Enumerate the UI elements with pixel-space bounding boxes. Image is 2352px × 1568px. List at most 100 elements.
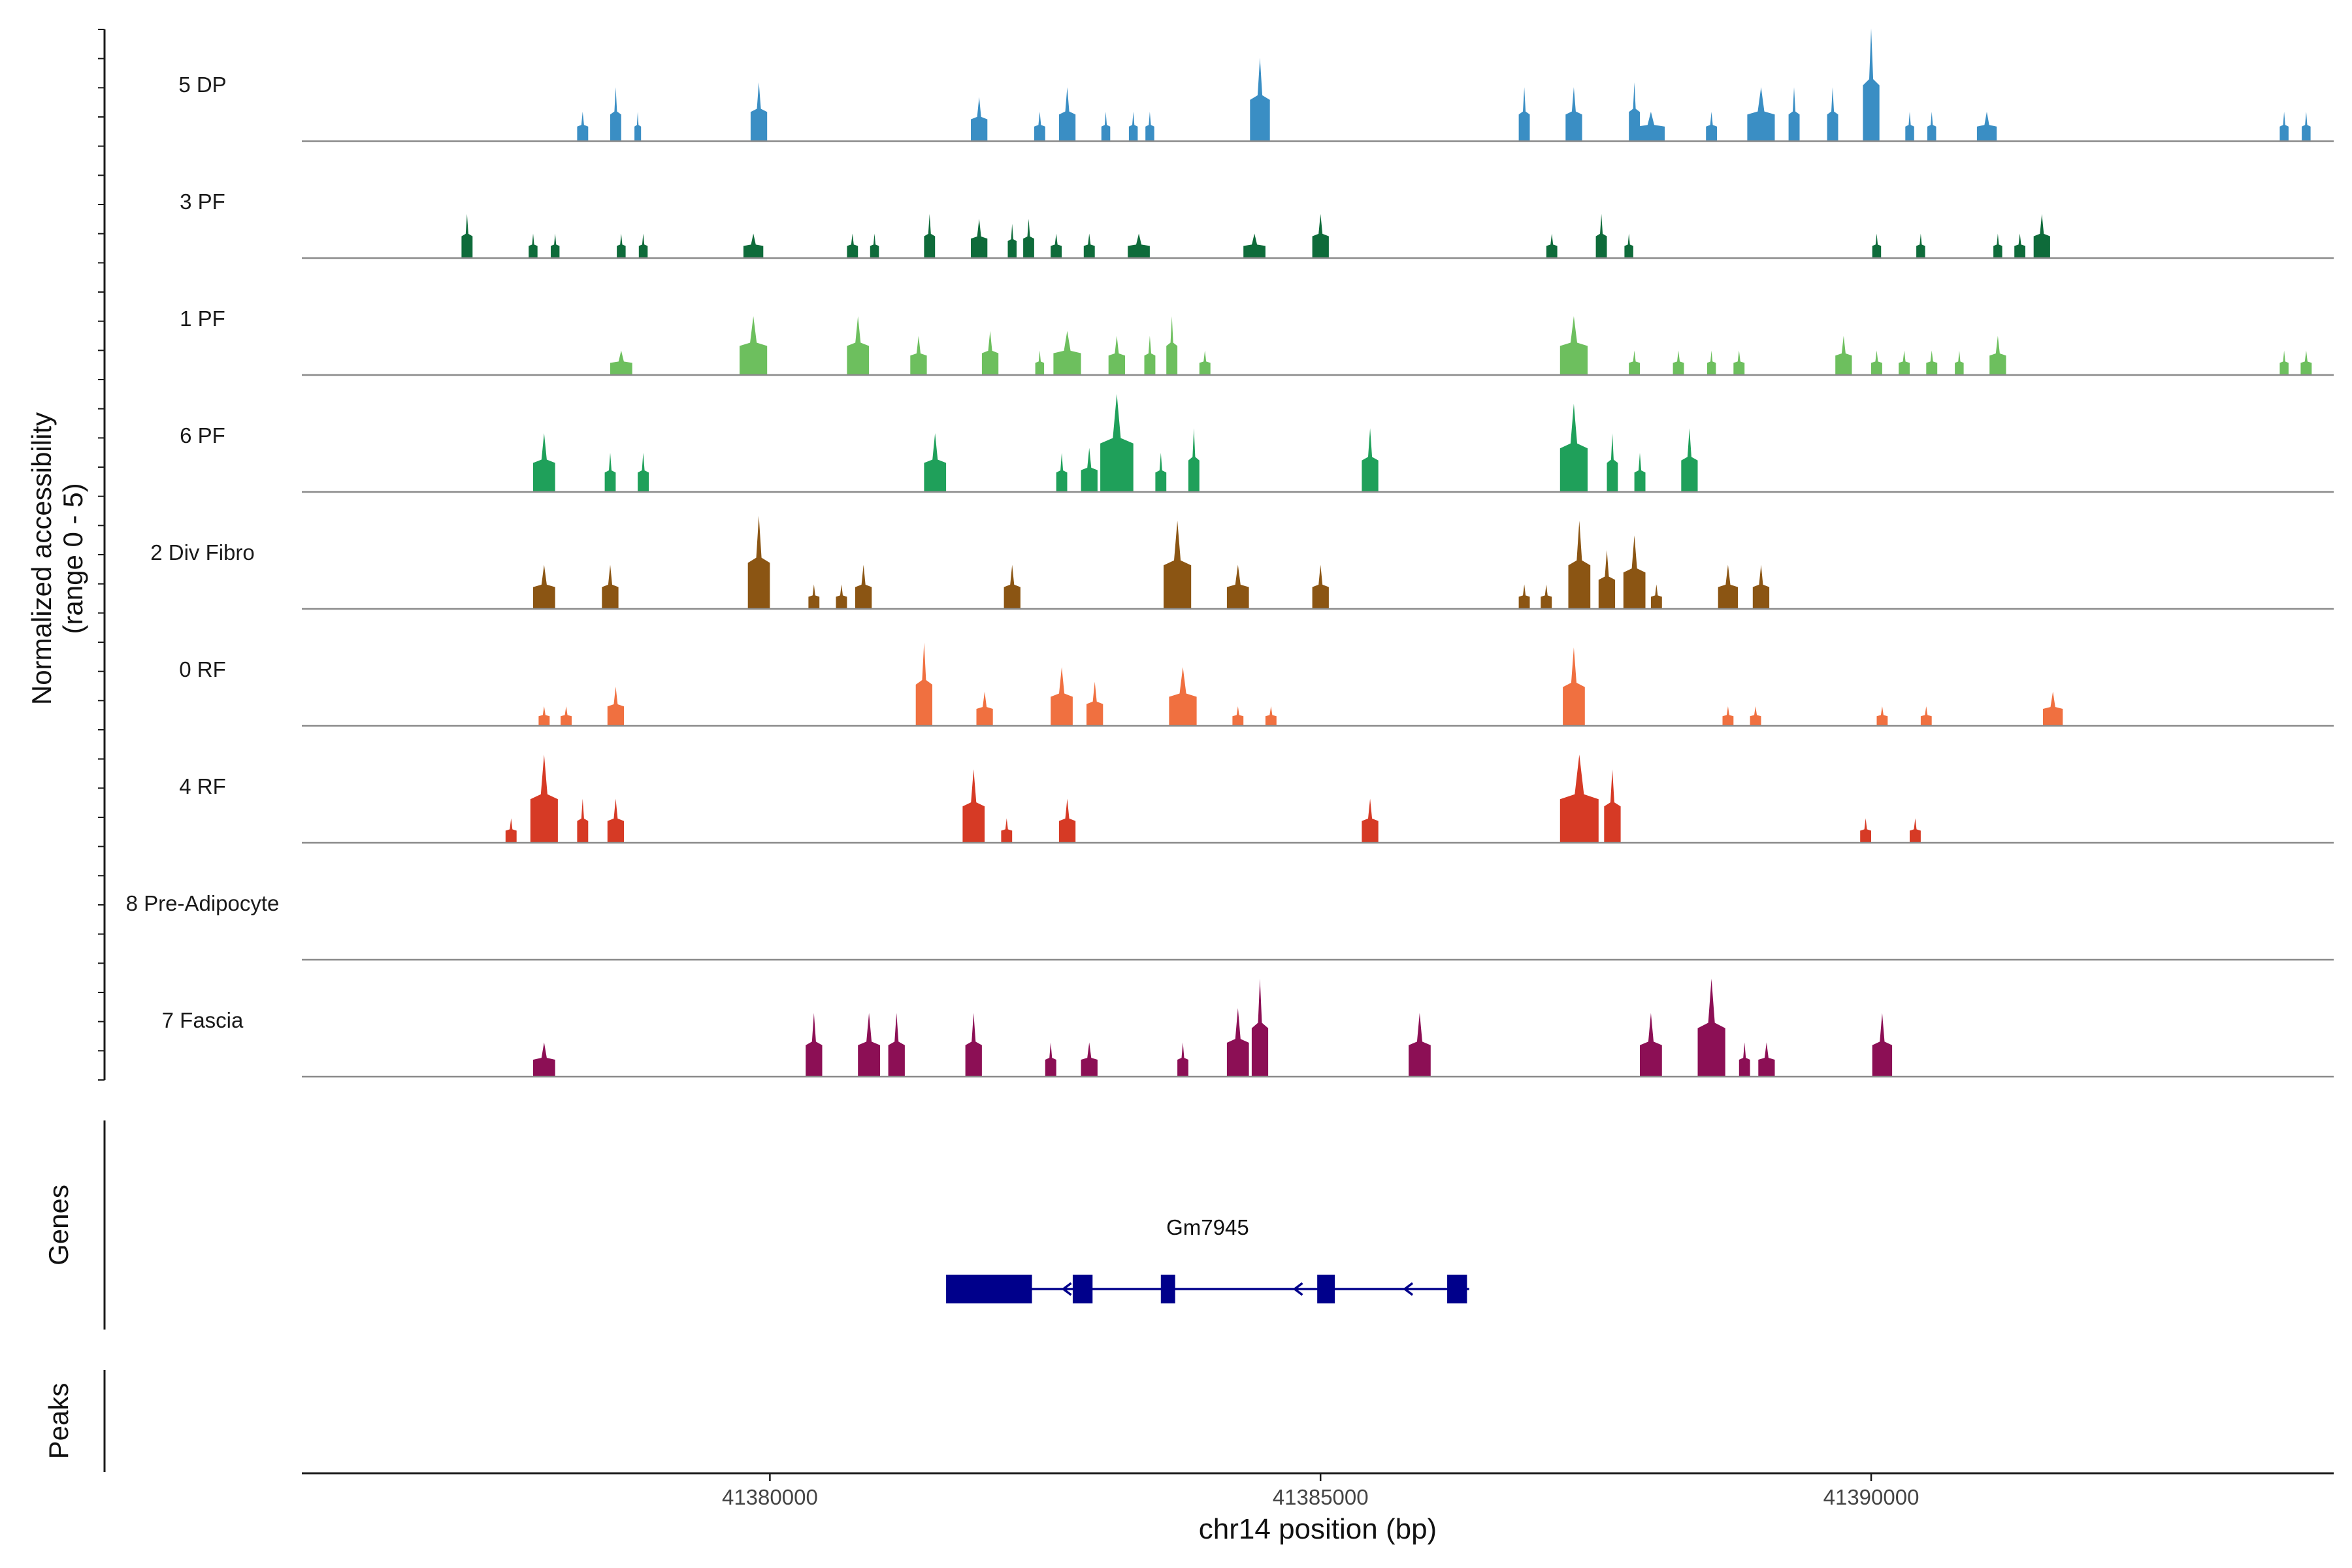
coverage-peak <box>1607 433 1618 492</box>
coverage-peak <box>1056 453 1068 492</box>
coverage-peak <box>1312 214 1329 258</box>
coverage-peak <box>1034 112 1045 141</box>
coverage-peak <box>1128 112 1138 141</box>
coverage-peak <box>1673 350 1684 375</box>
coverage-peak <box>1976 112 1997 141</box>
coverage-peak <box>1916 233 1925 258</box>
coverage-peak <box>1739 1042 1750 1077</box>
coverage-peak <box>461 214 473 258</box>
coverage-peak <box>577 798 589 843</box>
coverage-peak <box>1169 667 1197 726</box>
tracks-layer: 5 DP 3 PF 1 PF 6 PF 2 Div Fibro 0 RF 4 RF 8 Pre… <box>126 28 2334 1078</box>
coverage-peak <box>1899 350 1910 375</box>
track-8: 7 Fascia <box>162 979 2334 1078</box>
coverage-peak <box>1722 706 1734 726</box>
coverage-peak <box>1199 350 1211 375</box>
coverage-peak <box>2043 691 2063 726</box>
coverage-peak <box>617 233 626 258</box>
coverage-peak <box>1637 112 1665 141</box>
coverage-peak <box>1560 316 1588 375</box>
coverage-peak <box>634 112 642 141</box>
coverage-peak <box>1927 112 1936 141</box>
track-label: 7 Fascia <box>162 1008 244 1032</box>
coverage-peak <box>1926 350 1938 375</box>
coverage-peak <box>747 515 770 609</box>
coverage-peak <box>1595 214 1607 258</box>
coverage-peak <box>1144 336 1156 375</box>
gene-exon <box>946 1275 1032 1303</box>
track-label: 3 PF <box>180 189 225 214</box>
coverage-peak <box>924 214 936 258</box>
y-axis: Normalized accessibility(range 0 - 5) <box>26 29 106 1081</box>
coverage-peak <box>1563 647 1585 726</box>
coverage-peak <box>1004 564 1021 609</box>
coverage-peak <box>1629 350 1640 375</box>
coverage-peak <box>1518 87 1530 141</box>
coverage-peak <box>533 1042 555 1077</box>
coverage-peak <box>1650 584 1662 609</box>
coverage-peak <box>1164 521 1192 609</box>
coverage-peak <box>533 564 555 609</box>
gene-exon <box>1072 1275 1093 1303</box>
coverage-peak <box>638 233 648 258</box>
coverage-peak <box>604 453 616 492</box>
x-tick-label: 41380000 <box>722 1485 818 1509</box>
coverage-peak <box>551 233 560 258</box>
coverage-peak <box>1362 798 1379 843</box>
coverage-peak <box>1905 112 1914 141</box>
coverage-peak <box>924 433 947 492</box>
coverage-peak <box>1747 87 1775 141</box>
coverage-peak <box>1232 706 1244 726</box>
track-label: 4 RF <box>179 774 226 798</box>
coverage-peak <box>1409 1013 1431 1077</box>
strand-arrow-icon <box>1061 1282 1072 1296</box>
coverage-peak <box>1155 453 1167 492</box>
coverage-peak <box>1598 550 1616 609</box>
coverage-peak <box>1128 233 1150 258</box>
coverage-peak <box>1100 394 1134 492</box>
coverage-peak <box>1835 336 1852 375</box>
coverage-peak <box>638 453 649 492</box>
coverage-peak <box>858 1013 880 1077</box>
coverage-peak <box>1872 233 1882 258</box>
coverage-peak <box>847 233 858 258</box>
coverage-peak <box>750 82 768 141</box>
coverage-peak <box>1752 564 1770 609</box>
coverage-peak <box>1362 428 1379 492</box>
track-4: 2 Div Fibro <box>150 515 2334 610</box>
gene-exon <box>1160 1275 1175 1303</box>
coverage-peak <box>1788 87 1800 141</box>
coverage-peak <box>1568 521 1591 609</box>
coverage-peak <box>910 336 927 375</box>
coverage-peak <box>915 642 932 726</box>
coverage-peak <box>1243 233 1266 258</box>
coverage-peak <box>1750 706 1761 726</box>
strand-arrow-icon <box>1292 1282 1303 1296</box>
coverage-peak <box>1188 428 1200 492</box>
x-tick-label: 41385000 <box>1273 1485 1369 1509</box>
coverage-peak <box>855 564 872 609</box>
track-1: 3 PF <box>180 189 2334 259</box>
strand-arrow-icon <box>1403 1282 1414 1296</box>
coverage-peak <box>1624 233 1633 258</box>
coverage-peak <box>1910 818 1921 843</box>
coverage-peak <box>1058 87 1076 141</box>
coverage-peak <box>1108 336 1125 375</box>
coverage-peak <box>1758 1042 1775 1077</box>
coverage-peak <box>1226 564 1249 609</box>
coverage-peak <box>1086 681 1103 726</box>
coverage-peak <box>2279 350 2289 375</box>
coverage-peak <box>847 316 870 375</box>
genes-label: Genes <box>43 1184 74 1266</box>
coverage-peak <box>1518 584 1530 609</box>
coverage-peak <box>1634 453 1646 492</box>
track-6: 4 RF <box>179 755 2334 844</box>
track-0: 5 DP <box>178 28 2334 142</box>
coverage-peak <box>1707 350 1716 375</box>
coverage-peak <box>2014 233 2025 258</box>
coverage-peak <box>1081 1042 1098 1077</box>
coverage-peak <box>530 755 558 843</box>
coverage-peak <box>1920 706 1932 726</box>
track-3: 6 PF <box>180 394 2334 493</box>
track-label: 5 DP <box>178 73 226 97</box>
